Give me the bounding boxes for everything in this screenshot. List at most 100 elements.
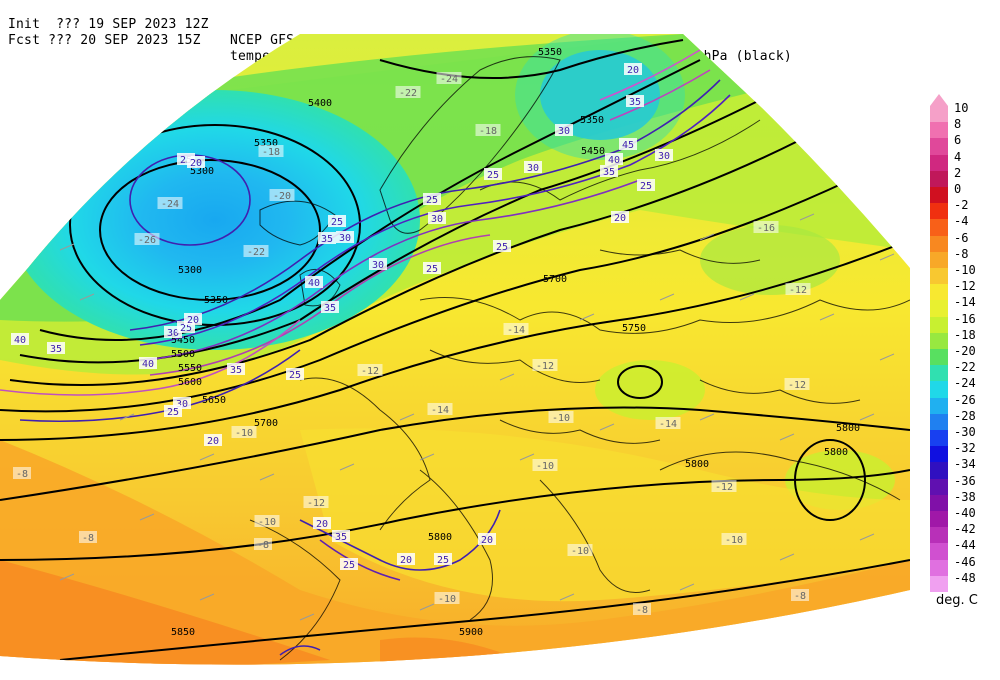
temperature-labels: -24 -22 -18 -18 -20 -22 -24 -26 -16 -14 -12 -14 -12 -… (13, 72, 811, 616)
temperature-label: -18 (479, 126, 497, 137)
temperature-label-bg (134, 233, 160, 245)
wind-label: 30 (431, 214, 443, 225)
height-label: 5350 (538, 47, 562, 58)
height-label: 5350 (204, 295, 228, 306)
wind-label-bg (313, 517, 331, 529)
wind-label: 40 (608, 155, 620, 166)
temperature-label: -10 (552, 413, 570, 424)
height-label: 5450 (581, 146, 605, 157)
temperature-label-bg (791, 589, 809, 601)
wind-label-bg (428, 212, 446, 224)
legend-swatch (930, 365, 948, 382)
wind-label: 45 (622, 140, 634, 151)
wind-label-bg (369, 258, 387, 270)
legend-swatch (930, 527, 948, 544)
forecast-time-label: Fcst ??? 20 SEP 2023 15Z (8, 33, 201, 48)
wind-label-bg (204, 434, 222, 446)
wind-label-bg (626, 95, 644, 107)
legend-swatch (930, 268, 948, 285)
temperature-label-bg (567, 544, 593, 556)
legend-label: -40 (954, 506, 976, 520)
temperature-label-bg (13, 467, 31, 479)
wind-label: 25 (289, 370, 301, 381)
temperature-label: -26 (138, 235, 156, 246)
legend-swatch (930, 511, 948, 528)
temperature-label: -22 (247, 247, 265, 258)
wind-label: 30 (372, 260, 384, 271)
wind-label-bg (655, 149, 673, 161)
legend-swatch (930, 349, 948, 366)
temperature-label: -12 (307, 498, 325, 509)
wind-label-bg (336, 231, 354, 243)
legend-swatch (930, 446, 948, 463)
temperature-label: -12 (361, 366, 379, 377)
legend-label: 10 (954, 101, 969, 115)
legend-swatch (930, 543, 948, 561)
wind-label-bg (332, 530, 350, 542)
legend-swatch (930, 397, 948, 415)
temperature-label-bg (655, 417, 681, 429)
legend-label: -6 (954, 230, 969, 245)
wind-label-bg (423, 262, 441, 274)
legend-label: -22 (954, 360, 976, 375)
wind-label: 35 (50, 344, 62, 355)
temperature-label: -12 (536, 361, 554, 372)
wind-label-bg (318, 232, 336, 244)
wind-label: 40 (14, 335, 26, 346)
temperature-label-bg (475, 124, 501, 136)
legend-swatch (930, 154, 948, 172)
legend-label: 0 (954, 182, 962, 196)
height-label: 5300 (190, 166, 214, 177)
temperature-label: -14 (659, 419, 677, 430)
wind-label: 25 (167, 407, 179, 418)
height-label: 5350 (254, 138, 278, 149)
legend-label: -48 (954, 570, 976, 585)
temperature-label: -12 (715, 482, 733, 493)
temperature-label-bg (357, 364, 383, 376)
wind-label: 20 (187, 315, 199, 326)
legend-label: -36 (954, 473, 976, 488)
wind-label-bg (524, 161, 542, 173)
legend-swatch (930, 122, 948, 139)
wind-label-bg (624, 63, 642, 75)
temperature-legend: 10 8 6 4 2 0 -2 -4 -6 -8 -10 -12 -14 -16 -18 -20 -22 -24-… (930, 94, 1000, 593)
wind-label: 25 (343, 560, 355, 571)
wind-label: 40 (308, 278, 320, 289)
temperature-label: -10 (536, 461, 554, 472)
temperature-label-bg (157, 197, 183, 209)
legend-label: -18 (954, 327, 976, 342)
legend-label: -4 (954, 214, 969, 229)
height-label: 5800 (685, 459, 709, 470)
wind-label: 35 (335, 532, 347, 543)
wind-label: 25 (437, 555, 449, 566)
temperature-label: -8 (16, 469, 28, 480)
height-label: 5650 (202, 395, 226, 406)
wind-label-bg (637, 179, 655, 191)
temperature-label: -24 (161, 199, 179, 210)
wind-label-bg (555, 124, 573, 136)
height-label: 5550 (178, 363, 202, 374)
legend-swatch (930, 106, 948, 123)
wind-label: 25 (496, 242, 508, 253)
temperature-label: -8 (636, 605, 648, 616)
temperature-label-bg (711, 480, 737, 492)
legend-label: -10 (954, 263, 976, 277)
temperature-label: -10 (438, 594, 456, 605)
temperature-label: -10 (235, 428, 253, 439)
height-label: 5850 (171, 627, 195, 638)
temperature-label-bg (633, 603, 651, 615)
wind-label-bg (286, 368, 304, 380)
wind-label: 20 (190, 158, 202, 169)
wind-label-bg (605, 153, 623, 165)
wind-label: 25 (426, 264, 438, 275)
height-label: 5300 (178, 265, 202, 276)
wind-label: 20 (627, 65, 639, 76)
temperature-label: -14 (431, 405, 449, 416)
wind-label: 35 (321, 234, 333, 245)
wind-label: 25 (331, 217, 343, 228)
wind-label-bg (47, 342, 65, 354)
temperature-label-bg (427, 403, 453, 415)
temperature-label-bg (434, 592, 460, 604)
